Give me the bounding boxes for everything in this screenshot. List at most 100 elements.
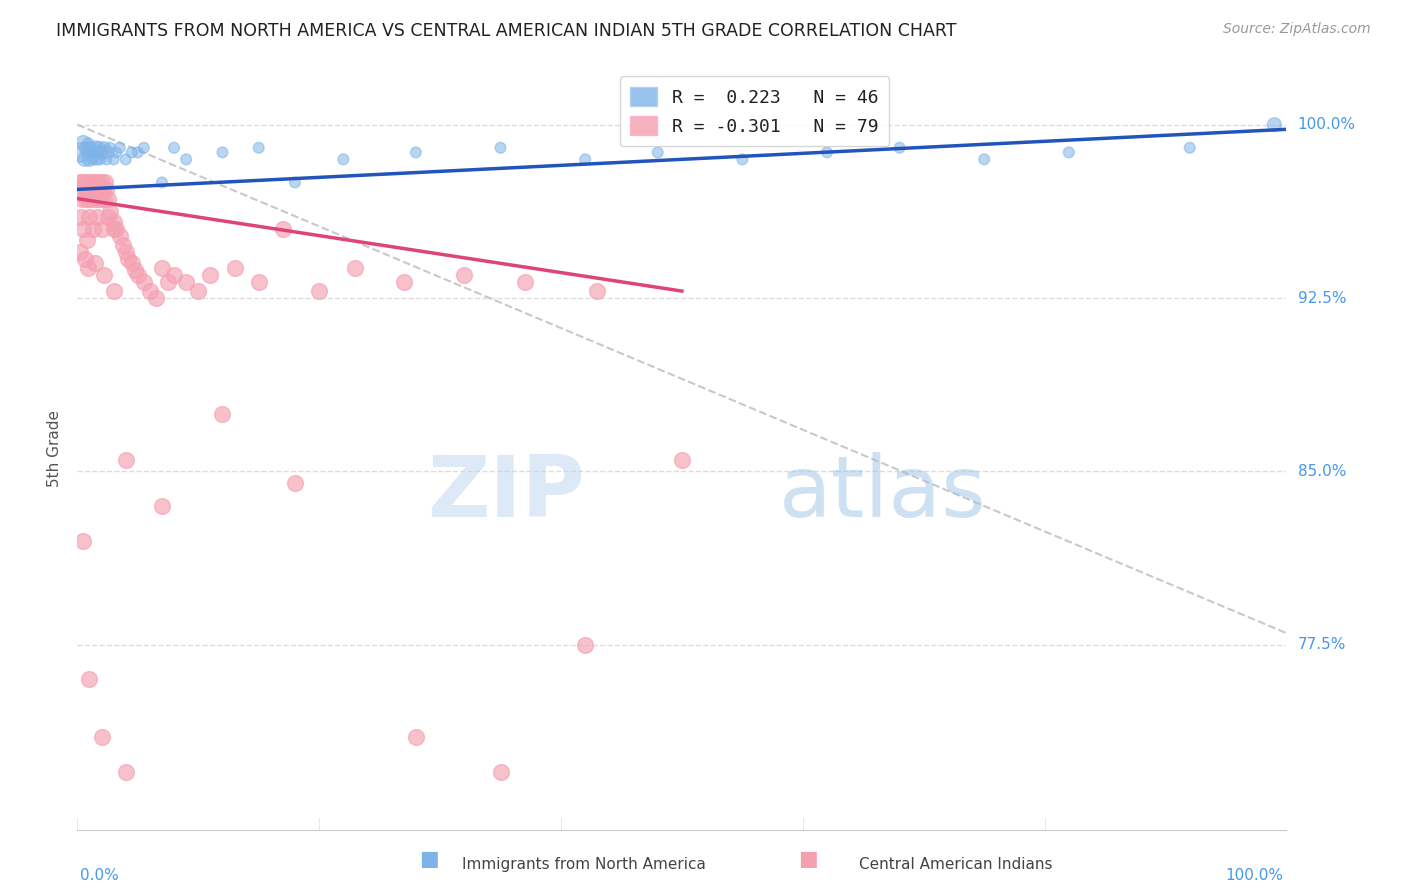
Point	[127, 268, 149, 282]
Point	[77, 182, 100, 196]
Point	[271, 221, 294, 235]
Point	[79, 141, 101, 155]
Point	[247, 275, 270, 289]
Point	[70, 145, 93, 160]
Point	[114, 153, 136, 167]
Point	[89, 192, 111, 206]
Point	[90, 176, 112, 190]
Point	[114, 764, 136, 779]
Point	[392, 275, 415, 289]
Point	[150, 499, 173, 513]
Point	[127, 145, 149, 160]
Text: 0.0%: 0.0%	[80, 869, 120, 883]
Point	[163, 268, 186, 282]
Y-axis label: 5th Grade: 5th Grade	[46, 409, 62, 487]
Point	[114, 452, 136, 467]
Point	[70, 182, 93, 196]
Point	[72, 136, 94, 150]
Point	[77, 136, 100, 150]
Point	[87, 176, 110, 190]
Point	[87, 182, 110, 196]
Point	[82, 221, 104, 235]
Point	[108, 228, 131, 243]
Point	[73, 182, 96, 196]
Text: Immigrants from North America: Immigrants from North America	[461, 857, 706, 872]
Point	[1057, 145, 1080, 160]
Text: ■: ■	[419, 849, 439, 869]
Text: ■: ■	[799, 849, 818, 869]
Point	[108, 141, 131, 155]
Point	[84, 141, 107, 155]
Point	[90, 730, 112, 744]
Point	[574, 153, 596, 167]
Point	[75, 192, 97, 206]
Point	[72, 176, 94, 190]
Point	[82, 153, 104, 167]
Text: atlas: atlas	[779, 452, 987, 535]
Text: 85.0%: 85.0%	[1298, 464, 1346, 479]
Point	[69, 176, 91, 190]
Point	[211, 145, 233, 160]
Point	[344, 260, 367, 275]
Point	[96, 192, 118, 206]
Point	[121, 256, 143, 270]
Point	[79, 153, 101, 167]
Point	[79, 192, 101, 206]
Point	[90, 145, 112, 160]
Point	[105, 221, 128, 235]
Point	[132, 141, 155, 155]
Point	[93, 141, 115, 155]
Point	[489, 764, 512, 779]
Point	[96, 210, 118, 224]
Point	[1263, 118, 1285, 132]
Point	[79, 673, 101, 687]
Point	[70, 210, 93, 224]
Point	[117, 252, 139, 266]
Point	[174, 153, 197, 167]
Point	[121, 145, 143, 160]
Text: Source: ZipAtlas.com: Source: ZipAtlas.com	[1223, 22, 1371, 37]
Point	[86, 192, 108, 206]
Point	[671, 452, 693, 467]
Point	[76, 176, 98, 190]
Point	[405, 730, 427, 744]
Point	[284, 176, 307, 190]
Point	[139, 284, 162, 298]
Point	[145, 291, 167, 305]
Point	[70, 192, 93, 206]
Text: 92.5%: 92.5%	[1298, 291, 1346, 305]
Point	[80, 145, 103, 160]
Point	[247, 141, 270, 155]
Point	[90, 221, 112, 235]
Text: Central American Indians: Central American Indians	[859, 857, 1053, 872]
Point	[86, 210, 108, 224]
Point	[163, 141, 186, 155]
Point	[96, 153, 118, 167]
Point	[103, 153, 125, 167]
Point	[332, 153, 354, 167]
Point	[103, 221, 125, 235]
Point	[105, 145, 128, 160]
Text: 100.0%: 100.0%	[1226, 869, 1284, 883]
Point	[150, 176, 173, 190]
Point	[93, 192, 115, 206]
Legend: R =  0.223   N = 46, R = -0.301   N = 79: R = 0.223 N = 46, R = -0.301 N = 79	[620, 76, 890, 146]
Point	[76, 233, 98, 247]
Point	[76, 145, 98, 160]
Point	[84, 256, 107, 270]
Point	[72, 533, 94, 548]
Point	[124, 263, 146, 277]
Point	[87, 141, 110, 155]
Point	[77, 260, 100, 275]
Point	[87, 145, 110, 160]
Text: IMMIGRANTS FROM NORTH AMERICA VS CENTRAL AMERICAN INDIAN 5TH GRADE CORRELATION C: IMMIGRANTS FROM NORTH AMERICA VS CENTRAL…	[56, 22, 956, 40]
Point	[83, 145, 105, 160]
Point	[112, 238, 135, 252]
Point	[132, 275, 155, 289]
Point	[72, 221, 94, 235]
Point	[513, 275, 536, 289]
Point	[114, 244, 136, 259]
Point	[889, 141, 911, 155]
Point	[405, 145, 427, 160]
Point	[103, 284, 125, 298]
